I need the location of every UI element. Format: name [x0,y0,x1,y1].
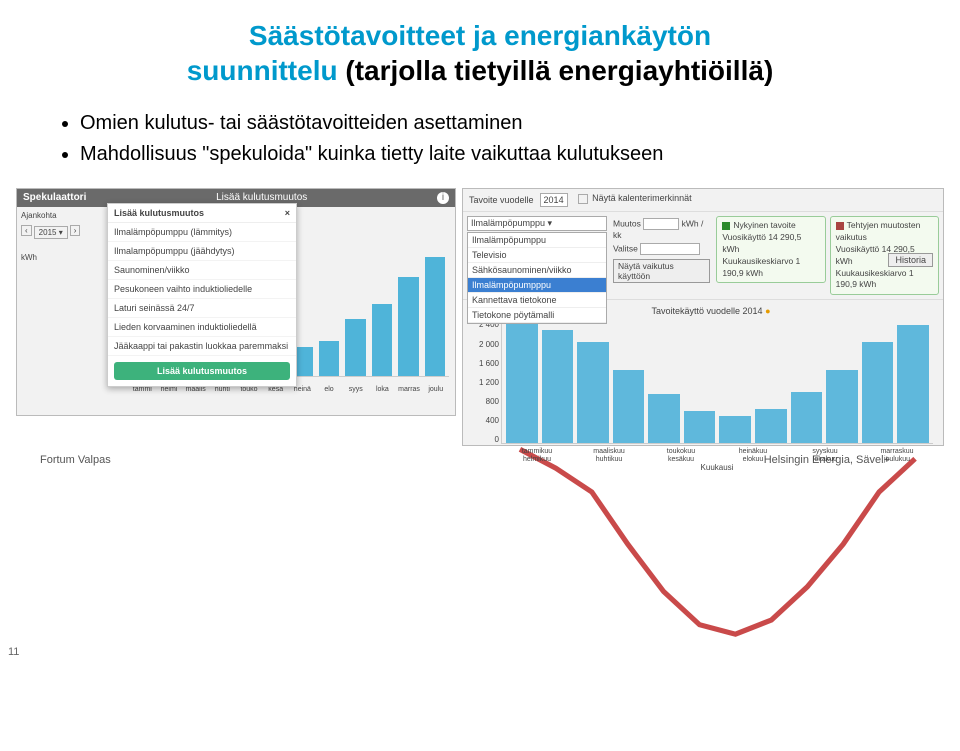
xlabel: maalis [182,386,209,393]
ytick: 0 [469,435,499,444]
xlabel: syyskuu [789,448,861,455]
xlabel: marras [396,386,423,393]
xlabel: touko [236,386,263,393]
dropdown-list: IlmalämpöpumppuTelevisioSähkösaunominen/… [467,232,607,324]
bar [319,341,339,376]
xlabel: tammikuu [501,448,573,455]
bar [398,277,418,376]
xlabel: heinä [289,386,316,393]
ytick: 1 200 [469,378,499,387]
popup-option[interactable]: Pesukoneen vaihto induktioliedelle [108,280,296,299]
ytick: 2 000 [469,340,499,349]
bar [345,319,365,376]
xlabel: marraskuu [861,448,933,455]
apply-button[interactable]: Näytä vaikutus käyttöön [613,259,710,283]
caption-left: Fortum Valpas [40,454,111,466]
dropdown-item[interactable]: Kannettava tietokone [468,293,606,308]
box-line: Kuukausikeskiarvo 1 190,9 kWh [722,256,819,280]
dropdown-item[interactable]: Sähkösaunominen/viikko [468,263,606,278]
xlabel: huhtikuu [573,456,645,463]
ytick: 1 600 [469,359,499,368]
title-line2b: (tarjolla tietyillä energiayhtiöillä) [345,55,773,86]
box-line: Tehtyjen muutosten vaikutus [836,220,921,242]
popup-option[interactable]: Jääkaappi tai pakastin luokkaa paremmaks… [108,337,296,356]
xlabel: maaliskuu [573,448,645,455]
xlabel: joulukuu [861,456,933,463]
valitse-label: Valitse [613,243,638,253]
popup-title: Lisää kulutusmuutos [114,208,204,218]
close-icon[interactable]: × [285,208,290,218]
ytick: 800 [469,397,499,406]
box-line: Vuosikäyttö 14 290,5 kWh [722,232,819,256]
xlabel: helmi [156,386,183,393]
history-button[interactable]: Historia [888,253,933,267]
bullet-item: Mahdollisuus "spekuloida" kuinka tietty … [80,143,910,166]
dropdown-item[interactable]: Tietokone pöytämalli [468,308,606,323]
current-target-box: Nykyinen tavoite Vuosikäyttö 14 290,5 kW… [716,216,825,283]
year-selector[interactable]: 2015 ▾ [34,226,68,239]
xlabel: lokakuu [789,456,861,463]
device-dropdown[interactable]: Ilmalämpöpumppu ▾ [467,216,607,231]
box-line: Nykyinen tavoite [733,220,795,230]
xlabel: loka [369,386,396,393]
add-change-popup: Lisää kulutusmuutos × Ilmalämpöpumppu (l… [107,203,297,387]
ytick: 400 [469,416,499,425]
xlabel: heinäkuu [717,448,789,455]
xlabel: kesäkuu [645,456,717,463]
prev-arrow[interactable]: ‹ [21,225,32,236]
xlabel: elo [316,386,343,393]
chart-right: kWhTavoitekäyttö vuodelle 2014 ● 0400800… [467,304,939,474]
xlabel: joulu [422,386,449,393]
muutos-input[interactable] [643,218,679,230]
bullet-item: Omien kulutus- tai säästötavoitteiden as… [80,112,910,135]
xlabel: kesä [262,386,289,393]
popup-option[interactable]: Laturi seinässä 24/7 [108,299,296,318]
popup-option[interactable]: Saunominen/viikko [108,261,296,280]
dropdown-item[interactable]: Ilmalämpöpumppu [468,233,606,248]
target-year-label: Tavoite vuodelle [467,193,536,207]
page-number: 11 [8,646,19,658]
title-line1: Säästötavoitteet ja energiankäytön [249,20,711,51]
speculator-title: Spekulaattori [23,192,86,204]
valitse-input[interactable] [640,243,700,255]
next-arrow[interactable]: › [70,225,81,236]
dropdown-item[interactable]: Televisio [468,248,606,263]
kwh-label: kWh [21,253,99,262]
bar [372,304,392,376]
popup-option[interactable]: Lieden korvaaminen induktioliedellä [108,318,296,337]
muutos-label: Muutos [613,218,641,228]
popup-option[interactable]: Ilmalämpöpumppu (lämmitys) [108,223,296,242]
xlabel: helmikuu [501,456,573,463]
dropdown-item[interactable]: Ilmalämpöpumpppu [468,278,606,293]
kuukausi-label: Kuukausi [501,463,933,472]
year-select[interactable]: 2014 [540,193,568,207]
title-line2a: suunnittelu [187,55,346,86]
info-icon[interactable]: i [437,192,449,204]
ajankohta-label: Ajankohta [21,211,99,220]
xlabel: syys [342,386,369,393]
xlabel: huhti [209,386,236,393]
add-change-button[interactable]: Lisää kulutusmuutos [114,362,290,380]
popup-option[interactable]: Ilmalampöpumppu (jäähdytys) [108,242,296,261]
chart2-title-text: Tavoitekäyttö vuodelle 2014 [651,306,762,316]
xlabel: toukokuu [645,448,717,455]
calendar-checkbox-label[interactable]: Näytä kalenterimerkinnät [590,191,694,205]
dd-selected: Ilmalämpöpumppu [471,218,545,228]
box-line: Kuukausikeskiarvo 1 190,9 kWh [836,268,933,292]
xlabel: tammi [129,386,156,393]
xlabel: elokuu [717,456,789,463]
bar [425,257,445,376]
